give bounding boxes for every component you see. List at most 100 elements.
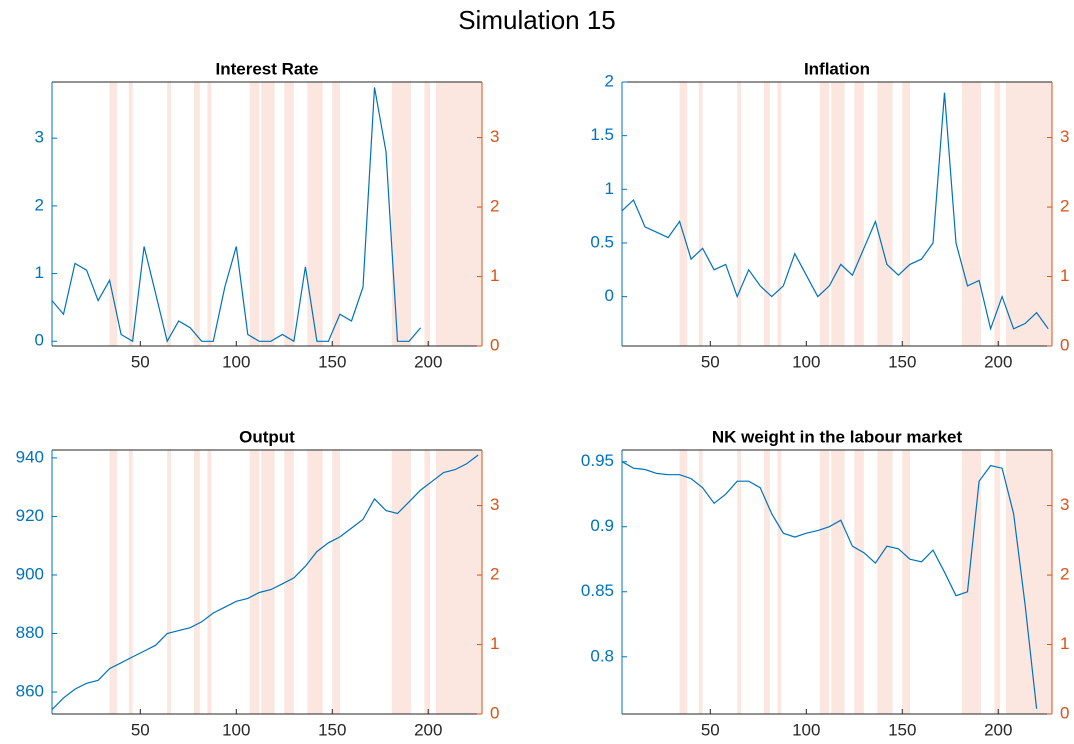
shaded-region: [877, 450, 893, 714]
data-line: [52, 87, 422, 343]
shaded-region: [249, 82, 260, 346]
y-tick-label: 1: [35, 263, 44, 282]
shaded-region: [307, 82, 323, 346]
shaded-region: [1005, 450, 1052, 714]
shaded-region: [902, 450, 910, 714]
shaded-region: [167, 450, 172, 714]
x-tick-label: 200: [414, 352, 442, 371]
y-tick-label: 860: [16, 682, 44, 701]
y2-tick-label: 1: [1060, 634, 1069, 653]
subplot: 50 100 150 200 0 1 2 3 0 1 2 3 Interest Rate: [35, 59, 500, 371]
shaded-region: [877, 82, 893, 346]
y-tick-label: 2: [35, 195, 44, 214]
shaded-region: [424, 450, 431, 714]
x-tick-label: 150: [888, 352, 916, 371]
shaded-region: [249, 450, 260, 714]
shaded-region: [819, 82, 830, 346]
y2-tick-label: 3: [1060, 495, 1069, 514]
y2-tick-label: 2: [1060, 197, 1069, 216]
x-tick-label: 50: [701, 352, 720, 371]
y-tick-label: 900: [16, 564, 44, 583]
shaded-region: [435, 82, 482, 346]
shaded-region: [167, 82, 172, 346]
shaded-region: [764, 450, 770, 714]
shaded-region: [902, 82, 910, 346]
subplot: 50 100 150 200 860 880 900 920 940 0 1 2 3 Output: [16, 427, 500, 739]
shaded-region: [128, 82, 133, 346]
y2-tick-label: 2: [490, 565, 499, 584]
y-tick-label: 0.85: [581, 581, 614, 600]
x-tick-label: 200: [414, 720, 442, 739]
data-line: [622, 92, 1049, 331]
y2-tick-label: 1: [1060, 266, 1069, 285]
shaded-region: [994, 450, 1001, 714]
shaded-region: [777, 450, 782, 714]
shaded-region: [391, 450, 411, 714]
shaded-region: [854, 450, 864, 714]
y-tick-label: 920: [16, 506, 44, 525]
shaded-region: [777, 82, 782, 346]
shaded-region: [994, 82, 1001, 346]
x-tick-label: 150: [318, 720, 346, 739]
shaded-region: [332, 450, 340, 714]
shaded-region: [391, 82, 411, 346]
y2-tick-label: 0: [1060, 703, 1069, 722]
shaded-region: [961, 450, 981, 714]
y2-tick-label: 0: [490, 703, 499, 722]
y2-tick-label: 0: [1060, 335, 1069, 354]
shaded-region: [961, 82, 981, 346]
shaded-region: [128, 450, 133, 714]
y-tick-label: 0.8: [590, 646, 614, 665]
shaded-region: [819, 450, 830, 714]
shaded-region: [698, 450, 703, 714]
shaded-region: [831, 82, 845, 346]
x-tick-label: 100: [792, 720, 820, 739]
y-tick-label: 0.95: [581, 451, 614, 470]
y-tick-label: 0: [35, 331, 44, 350]
y2-tick-label: 3: [490, 127, 499, 146]
shaded-region: [261, 82, 275, 346]
y-tick-label: 0.5: [590, 232, 614, 251]
shaded-region: [261, 450, 275, 714]
shaded-region: [194, 450, 200, 714]
shaded-region: [332, 82, 340, 346]
x-tick-label: 100: [222, 352, 250, 371]
shaded-region: [207, 450, 212, 714]
y2-tick-label: 2: [1060, 565, 1069, 584]
shaded-region: [679, 450, 688, 714]
y2-tick-label: 0: [490, 335, 499, 354]
shaded-region: [854, 82, 864, 346]
y-tick-label: 1.5: [590, 125, 614, 144]
x-tick-label: 200: [984, 720, 1012, 739]
subplot: 50 100 150 200 0 0.5 1 1.5 2 0 1 2 3 Inflation: [590, 59, 1069, 371]
subplot-title: Inflation: [804, 59, 870, 78]
x-tick-label: 50: [131, 352, 150, 371]
shaded-region: [207, 82, 212, 346]
y2-tick-label: 2: [490, 197, 499, 216]
subplot-title: Output: [239, 427, 295, 446]
shaded-region: [109, 450, 118, 714]
x-tick-label: 50: [701, 720, 720, 739]
x-tick-label: 100: [792, 352, 820, 371]
shaded-region: [109, 82, 118, 346]
y2-tick-label: 1: [490, 266, 499, 285]
shaded-region: [194, 82, 200, 346]
data-line: [52, 454, 479, 711]
shaded-region: [764, 82, 770, 346]
y-tick-label: 880: [16, 623, 44, 642]
x-tick-label: 100: [222, 720, 250, 739]
figure-title: Simulation 15: [458, 5, 616, 35]
subplot-title: Interest Rate: [216, 59, 319, 78]
y-tick-label: 3: [35, 128, 44, 147]
y-tick-label: 940: [16, 447, 44, 466]
shaded-region: [831, 450, 845, 714]
y-tick-label: 2: [605, 71, 614, 90]
shaded-region: [1005, 82, 1052, 346]
data-line: [622, 461, 1038, 709]
y2-tick-label: 3: [1060, 127, 1069, 146]
y2-tick-label: 3: [490, 495, 499, 514]
shaded-region: [284, 82, 294, 346]
x-tick-label: 150: [888, 720, 916, 739]
